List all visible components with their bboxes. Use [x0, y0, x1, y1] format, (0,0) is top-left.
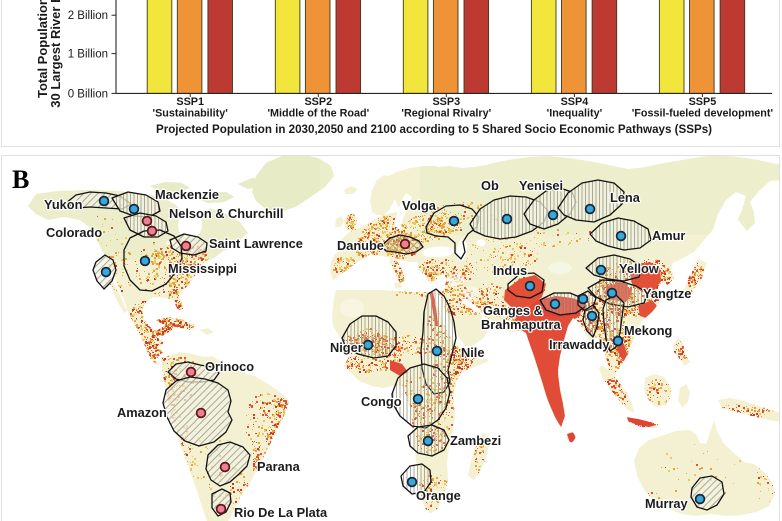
svg-text:Amazon: Amazon — [117, 405, 167, 420]
svg-text:Mackenzie: Mackenzie — [155, 187, 219, 202]
svg-text:0 Billion: 0 Billion — [68, 88, 108, 100]
svg-text:Rio De La Plata: Rio De La Plata — [234, 505, 328, 520]
svg-text:Total Population in: Total Population in — [35, 0, 50, 98]
svg-text:Volga: Volga — [402, 198, 437, 213]
svg-text:Mekong: Mekong — [624, 323, 672, 338]
svg-text:Orinoco: Orinoco — [205, 359, 254, 374]
svg-text:SSP5: SSP5 — [689, 96, 717, 108]
svg-text:Projected Population in 2030,2: Projected Population in 2030,2050 and 21… — [156, 123, 712, 136]
svg-text:Orange: Orange — [416, 488, 461, 503]
svg-text:Lena: Lena — [610, 190, 641, 205]
svg-text:SSP1: SSP1 — [176, 96, 204, 108]
svg-text:Nelson & Churchill: Nelson & Churchill — [169, 206, 283, 221]
svg-text:Murray: Murray — [645, 496, 689, 511]
svg-text:B: B — [12, 165, 29, 194]
svg-text:2 Billion: 2 Billion — [68, 10, 108, 22]
svg-text:Niger: Niger — [330, 340, 363, 355]
svg-text:Yellow: Yellow — [619, 261, 659, 276]
svg-text:SSP3: SSP3 — [432, 96, 460, 108]
svg-text:Congo: Congo — [361, 394, 402, 409]
svg-text:Zambezi: Zambezi — [450, 433, 501, 448]
svg-text:Danube: Danube — [337, 238, 384, 253]
svg-text:Yangtze: Yangtze — [643, 286, 691, 301]
svg-text:Parana: Parana — [257, 459, 301, 474]
svg-text:Colorado: Colorado — [46, 225, 102, 240]
svg-text:'Fossil-fueled development': 'Fossil-fueled development' — [632, 108, 774, 120]
svg-text:Mississippi: Mississippi — [168, 261, 237, 276]
svg-text:1 Billion: 1 Billion — [68, 49, 108, 61]
svg-text:Irrawaddy: Irrawaddy — [549, 337, 610, 352]
svg-text:Yukon: Yukon — [44, 197, 83, 212]
svg-text:SSP4: SSP4 — [561, 96, 589, 108]
svg-text:Saint Lawrence: Saint Lawrence — [209, 236, 303, 251]
svg-text:Yenisei: Yenisei — [519, 178, 563, 193]
svg-text:Nile: Nile — [461, 345, 484, 360]
svg-text:Brahmaputra: Brahmaputra — [481, 317, 562, 332]
svg-text:30 Largest River Basins: 30 Largest River Basins — [48, 0, 63, 108]
svg-text:Ob: Ob — [481, 178, 499, 193]
svg-text:'Sustainability': 'Sustainability' — [153, 108, 229, 120]
svg-text:Amur: Amur — [652, 228, 685, 243]
svg-text:Ganges &: Ganges & — [483, 303, 543, 318]
svg-text:'Inequality': 'Inequality' — [547, 108, 603, 120]
svg-text:Indus: Indus — [493, 263, 527, 278]
svg-text:'Middle of the Road': 'Middle of the Road' — [267, 108, 369, 120]
svg-text:'Regional Rivalry': 'Regional Rivalry' — [401, 108, 491, 120]
svg-text:SSP2: SSP2 — [304, 96, 332, 108]
